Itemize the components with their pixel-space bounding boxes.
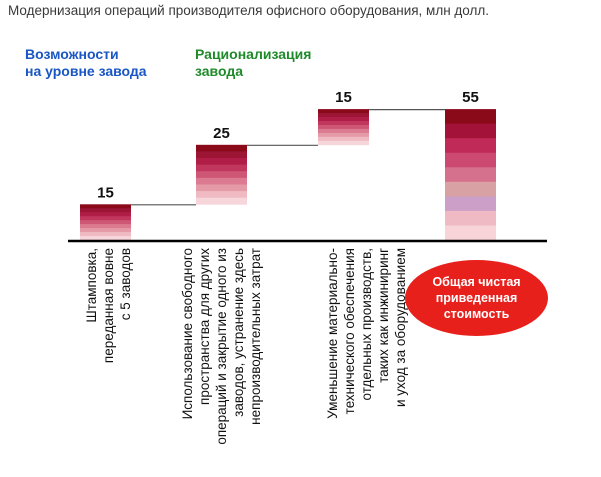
category-label-line: таких как инжиниринг: [376, 248, 391, 383]
bar-segment: [318, 109, 369, 114]
bar-segment: [318, 121, 369, 126]
bar-segment: [80, 232, 131, 237]
total-npv-badge-line: стоимость: [443, 307, 510, 321]
heading-plant-rationalization-line: Рационализация: [195, 46, 312, 62]
total-bar-segment: [445, 123, 496, 139]
bar-segment: [196, 164, 247, 172]
category-label-line: непроизводительных затрат: [248, 248, 263, 425]
bar-segment: [318, 124, 369, 130]
category-label: Штамповка, переданная вовне с 5 заводов: [84, 248, 133, 363]
category-label: Уменьшение материально-технического обес…: [325, 248, 408, 419]
total-npv-badge-line: приведенная: [435, 291, 518, 305]
bar-segment: [196, 171, 247, 179]
bar-segment: [196, 191, 247, 199]
bar-segment: [80, 212, 131, 217]
bar-segment: [318, 136, 369, 142]
category-label-line: Использование свободного: [180, 248, 195, 419]
category-label-line: Уменьшение материально-: [325, 248, 340, 419]
bar-segment: [318, 113, 369, 118]
bar-segment: [196, 158, 247, 166]
heading-plant-opportunities-line: Возможности: [25, 46, 119, 62]
bar-segment: [196, 197, 247, 205]
bar-segment: [196, 151, 247, 159]
total-bar-segment: [445, 138, 496, 154]
category-label-line: Штамповка,: [84, 248, 99, 323]
bar-value-label: 15: [335, 89, 352, 106]
heading-plant-opportunities-line: на уровне завода: [25, 63, 147, 79]
bar-segment: [80, 204, 131, 209]
chart-title: Модернизация операций производителя офис…: [8, 3, 490, 18]
total-npv-badge-line: Общая чистая: [432, 275, 521, 289]
bar-segment: [318, 117, 369, 122]
heading-plant-opportunities: Возможности на уровне завода: [25, 46, 147, 80]
total-bar-segment: [445, 167, 496, 183]
heading-plant-rationalization-line: завода: [195, 63, 244, 79]
category-label-line: с 5 заводов: [118, 248, 133, 320]
bar-segment: [318, 128, 369, 134]
bar-value-label: 55: [462, 89, 479, 106]
total-bar-segment: [445, 210, 496, 226]
total-bar-segment: [445, 225, 496, 241]
category-label-line: и уход за оборудованием: [393, 248, 408, 407]
bar-segment: [80, 220, 131, 225]
bar-value-label: 15: [97, 184, 114, 201]
heading-plant-rationalization: Рационализация завода: [195, 46, 311, 80]
category-label-line: отдельных производств,: [359, 248, 374, 400]
bar-segment: [196, 177, 247, 185]
bar-segment: [318, 140, 369, 146]
category-label-line: технического обеспечения: [342, 248, 357, 414]
total-npv-badge: Общая чистая приведенная стоимость: [405, 260, 548, 336]
bar-value-label: 25: [213, 125, 230, 142]
category-label-line: заводов, устранение здесь: [231, 248, 246, 417]
bar-segment: [80, 228, 131, 233]
category-label: Использование свободного пространства для…: [180, 248, 263, 445]
total-bar-segment: [445, 196, 496, 212]
bar-segment: [318, 132, 369, 138]
bar-segment: [80, 236, 131, 241]
total-bar-segment: [445, 152, 496, 168]
category-label-line: пространства для других: [197, 248, 212, 405]
total-bar-segment: [445, 181, 496, 197]
category-label-line: операций и закрытие одного из: [214, 248, 229, 445]
total-bar-segment: [445, 109, 496, 125]
bar-segment: [80, 224, 131, 229]
category-label-line: переданная вовне: [101, 248, 116, 363]
bar-segment: [80, 216, 131, 221]
bar-segment: [80, 208, 131, 213]
bar-segment: [196, 184, 247, 192]
bar-segment: [196, 144, 247, 152]
